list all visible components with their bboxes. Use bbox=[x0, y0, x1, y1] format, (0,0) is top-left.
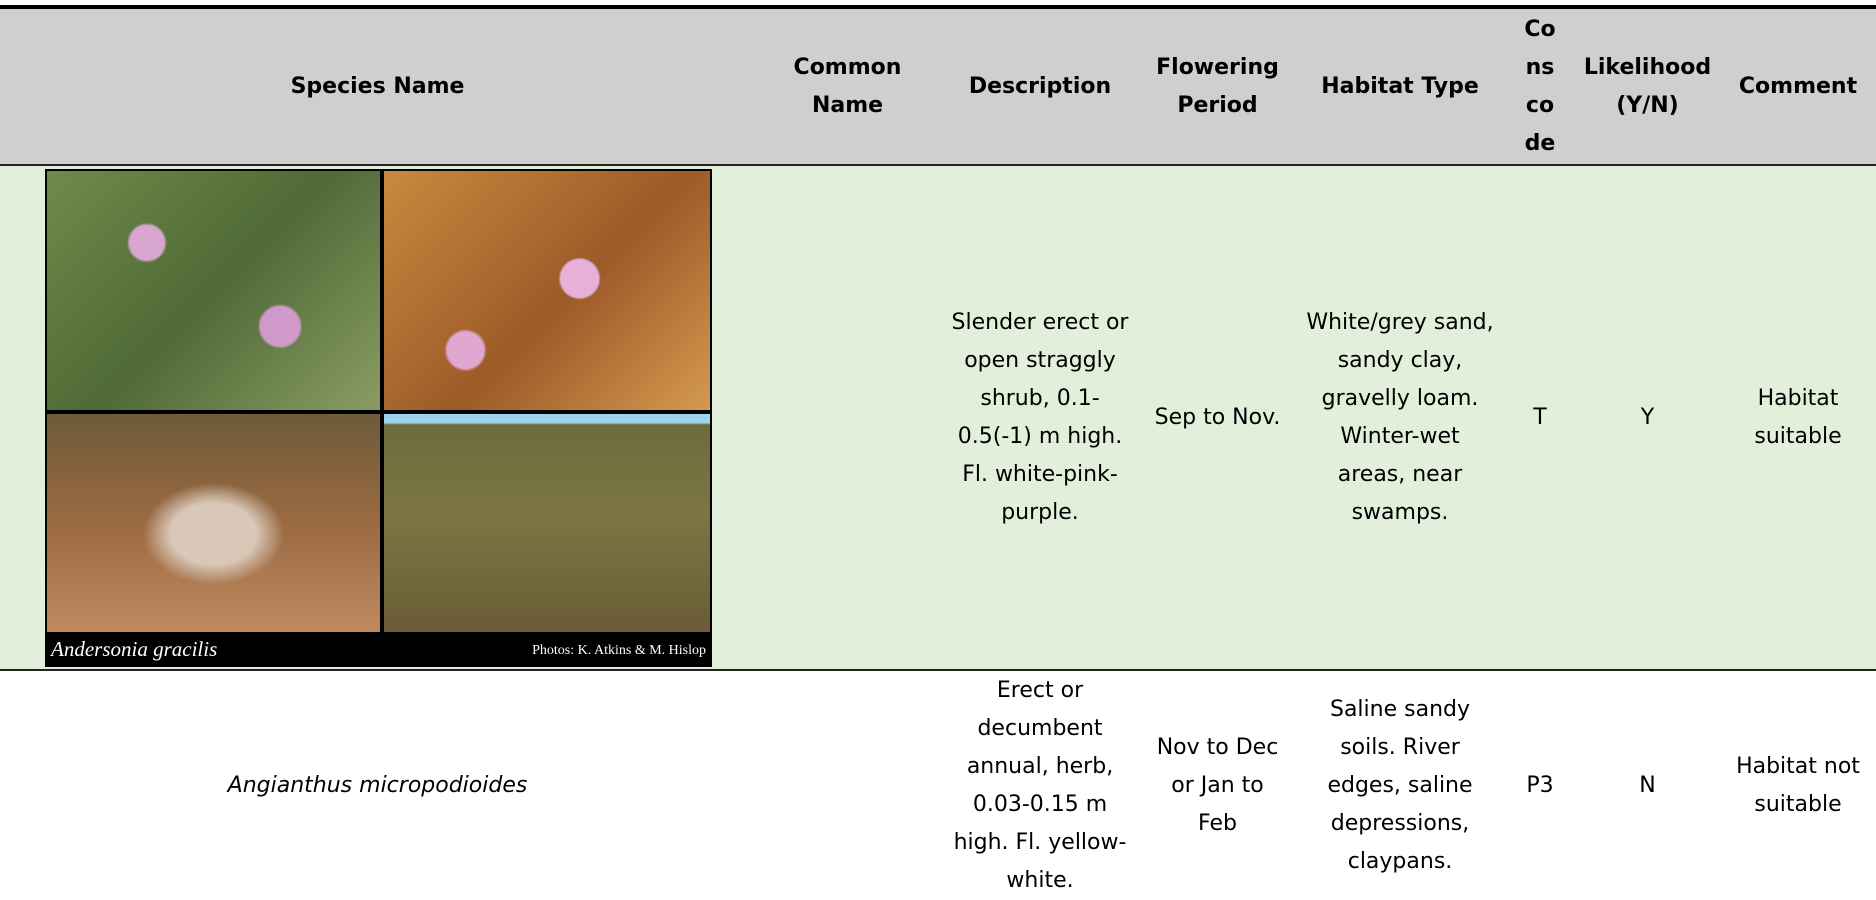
photo-panel bbox=[47, 171, 380, 410]
photo-credit: Photos: K. Atkins & M. Hislop bbox=[532, 641, 706, 661]
page: Species Name Common Name Description Flo… bbox=[0, 0, 1876, 899]
header-cell: Cons code bbox=[1505, 7, 1575, 165]
header-row: Species Name Common Name Description Flo… bbox=[0, 7, 1876, 165]
species-cell: Andersonia gracilis Photos: K. Atkins & … bbox=[0, 165, 755, 670]
habitat-cell: Saline sandy soils. River edges, saline … bbox=[1295, 670, 1505, 900]
species-photo: Andersonia gracilis Photos: K. Atkins & … bbox=[45, 169, 712, 667]
photo-panel bbox=[384, 171, 710, 410]
header-cell: Flowering Period bbox=[1140, 7, 1295, 165]
cons-code-cell: P3 bbox=[1505, 670, 1575, 900]
cons-code-cell: T bbox=[1505, 165, 1575, 670]
flowering-cell: Sep to Nov. bbox=[1140, 165, 1295, 670]
species-cell: Angianthus micropodioides bbox=[0, 670, 755, 900]
table-header: Species Name Common Name Description Flo… bbox=[0, 7, 1876, 165]
header-cell: Description bbox=[940, 7, 1140, 165]
likelihood-cell: N bbox=[1575, 670, 1720, 900]
header-cell: Species Name bbox=[0, 7, 755, 165]
comment-cell: Habitat not suitable bbox=[1720, 670, 1876, 900]
common-name-cell bbox=[755, 165, 940, 670]
header-cell: Comment bbox=[1720, 7, 1876, 165]
common-name-cell bbox=[755, 670, 940, 900]
flowering-cell: Nov to Dec or Jan to Feb bbox=[1140, 670, 1295, 900]
table-row: Angianthus micropodioides Erect or decum… bbox=[0, 670, 1876, 900]
likelihood-cell: Y bbox=[1575, 165, 1720, 670]
table-row: Andersonia gracilis Photos: K. Atkins & … bbox=[0, 165, 1876, 670]
comment-cell: Habitat suitable bbox=[1720, 165, 1876, 670]
description-cell: Slender erect or open straggly shrub, 0.… bbox=[940, 165, 1140, 670]
photo-caption: Andersonia gracilis bbox=[51, 637, 217, 661]
header-cell: Common Name bbox=[755, 7, 940, 165]
species-table: Species Name Common Name Description Flo… bbox=[0, 5, 1876, 900]
header-cell: Habitat Type bbox=[1295, 7, 1505, 165]
photo-panel bbox=[47, 414, 380, 632]
photo-panel bbox=[384, 414, 710, 632]
description-cell: Erect or decumbent annual, herb, 0.03-0.… bbox=[940, 670, 1140, 900]
habitat-cell: White/grey sand, sandy clay, gravelly lo… bbox=[1295, 165, 1505, 670]
header-cell: Likelihood (Y/N) bbox=[1575, 7, 1720, 165]
